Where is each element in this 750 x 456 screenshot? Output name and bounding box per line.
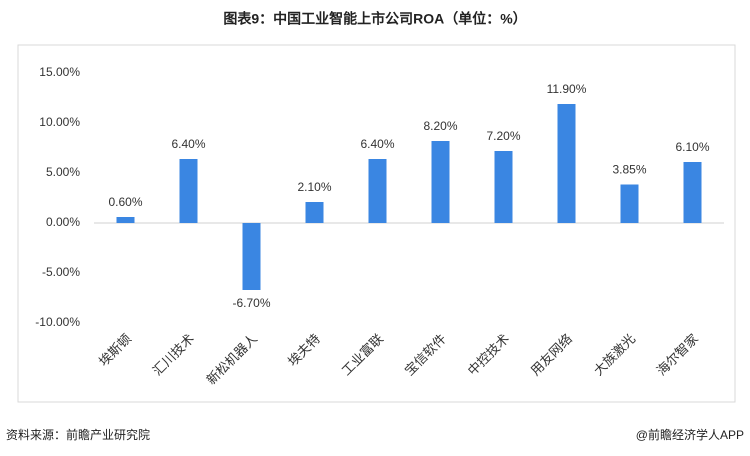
bar — [368, 159, 387, 223]
y-tick-label: 5.00% — [46, 165, 80, 179]
value-label: -6.70% — [232, 296, 270, 310]
x-tick-label: 宝信软件 — [402, 331, 449, 378]
y-tick-label: -10.00% — [35, 315, 80, 329]
x-tick-label: 用友网络 — [528, 331, 575, 378]
chart-frame — [17, 44, 736, 403]
value-label: 3.85% — [612, 163, 646, 177]
y-tick-label: 15.00% — [39, 65, 80, 79]
x-tick-label: 新松机器人 — [203, 331, 260, 388]
bar — [242, 223, 261, 290]
value-label: 11.90% — [547, 82, 587, 96]
chart-title: 图表9：中国工业智能上市公司ROA（单位：%） — [223, 11, 526, 27]
bar — [494, 151, 513, 223]
bar — [305, 202, 324, 223]
x-tick-label: 中控技术 — [465, 331, 512, 378]
bar — [179, 159, 198, 223]
value-label: 6.40% — [171, 137, 205, 151]
source-note: 资料来源：前瞻产业研究院 — [6, 427, 150, 442]
value-label: 6.40% — [360, 137, 394, 151]
bar — [116, 217, 135, 223]
x-tick-label: 埃斯顿 — [96, 331, 134, 369]
value-label: 0.60% — [108, 195, 142, 209]
value-label: 6.10% — [675, 140, 709, 154]
x-tick-label: 汇川技术 — [150, 331, 197, 378]
y-tick-label: 10.00% — [39, 115, 80, 129]
x-tick-label: 海尔智家 — [654, 331, 701, 378]
value-label: 7.20% — [486, 129, 520, 143]
y-tick-label: 0.00% — [46, 215, 80, 229]
value-label: 2.10% — [297, 180, 331, 194]
x-tick-label: 埃夫特 — [285, 331, 323, 369]
bar — [620, 184, 639, 223]
x-tick-label: 工业富联 — [339, 331, 386, 378]
bar — [557, 104, 576, 223]
bar — [683, 162, 702, 223]
bar — [431, 141, 450, 223]
y-tick-label: -5.00% — [42, 265, 80, 279]
x-tick-label: 大族激光 — [591, 331, 638, 378]
credit-note: @前瞻经济学人APP — [636, 427, 744, 442]
value-label: 8.20% — [423, 119, 457, 133]
